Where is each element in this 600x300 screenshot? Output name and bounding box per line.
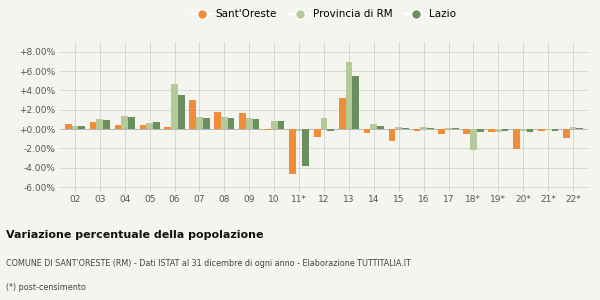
Bar (140, 125, 146, 129)
Bar (221, 118, 228, 129)
Bar (513, 129, 520, 149)
Bar (278, 122, 284, 129)
Bar (214, 112, 221, 129)
Bar (538, 129, 545, 131)
Bar (103, 120, 110, 129)
Bar (121, 116, 128, 129)
Legend: Sant'Oreste, Provincia di RM, Lazio: Sant'Oreste, Provincia di RM, Lazio (187, 5, 461, 23)
Bar (71, 126, 79, 129)
Bar (90, 122, 97, 129)
Bar (377, 126, 384, 129)
Bar (339, 98, 346, 129)
Bar (289, 129, 296, 174)
Bar (264, 129, 271, 130)
Bar (328, 129, 334, 130)
Bar (346, 62, 352, 129)
Bar (97, 119, 103, 129)
Bar (488, 129, 495, 132)
Bar (563, 129, 569, 138)
Bar (370, 124, 377, 129)
Bar (314, 129, 320, 137)
Bar (190, 100, 196, 129)
Bar (470, 129, 477, 150)
Bar (171, 84, 178, 129)
Bar (439, 129, 445, 134)
Bar (115, 125, 121, 129)
Bar (203, 118, 209, 129)
Bar (413, 129, 420, 130)
Bar (146, 123, 153, 129)
Bar (352, 76, 359, 129)
Bar (577, 128, 583, 129)
Bar (65, 124, 71, 129)
Bar (477, 129, 484, 131)
Bar (246, 118, 253, 129)
Bar (452, 128, 458, 129)
Bar (502, 129, 508, 131)
Bar (420, 127, 427, 129)
Bar (302, 129, 309, 166)
Text: COMUNE DI SANT'ORESTE (RM) - Dati ISTAT al 31 dicembre di ogni anno - Elaborazio: COMUNE DI SANT'ORESTE (RM) - Dati ISTAT … (6, 260, 411, 268)
Bar (153, 122, 160, 129)
Bar (527, 129, 533, 132)
Bar (445, 128, 452, 129)
Bar (253, 119, 259, 129)
Bar (164, 127, 171, 129)
Bar (178, 95, 185, 129)
Bar (551, 129, 558, 131)
Bar (228, 118, 235, 129)
Text: (*) post-censimento: (*) post-censimento (6, 284, 86, 292)
Bar (463, 129, 470, 134)
Bar (296, 129, 302, 130)
Bar (196, 118, 203, 129)
Bar (364, 129, 370, 133)
Bar (545, 129, 551, 130)
Bar (569, 127, 577, 129)
Bar (239, 112, 246, 129)
Bar (389, 129, 395, 141)
Bar (520, 129, 527, 131)
Bar (395, 127, 402, 129)
Bar (427, 128, 434, 129)
Bar (495, 129, 502, 132)
Bar (402, 128, 409, 129)
Bar (271, 121, 278, 129)
Bar (128, 118, 135, 129)
Bar (320, 118, 328, 129)
Text: Variazione percentuale della popolazione: Variazione percentuale della popolazione (6, 230, 263, 239)
Bar (79, 126, 85, 129)
